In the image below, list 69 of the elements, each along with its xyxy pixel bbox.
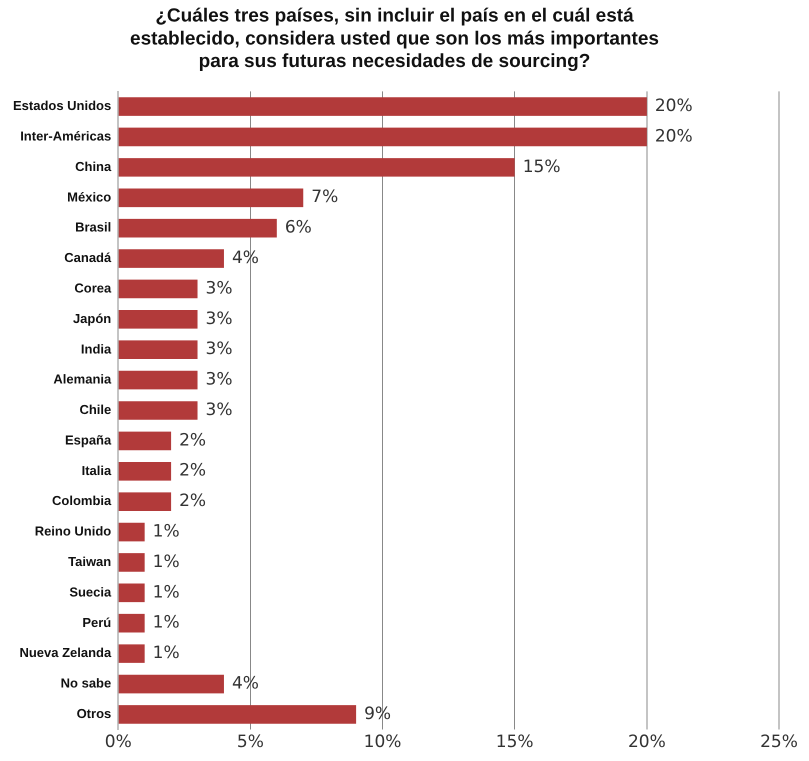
y-tick-label: Canadá [64,250,112,266]
data-label: 20% [654,96,693,116]
data-label: 1% [152,552,180,572]
x-tick-label: 25% [760,732,798,752]
data-label: 2% [179,491,206,512]
bar [118,401,198,420]
bar [118,340,198,360]
data-label: 3% [206,339,233,360]
data-label: 3% [206,278,233,298]
bar [118,492,172,511]
bar [118,462,172,481]
data-label: 1% [152,643,180,664]
x-tick-label: 0% [104,732,132,752]
y-tick-label: Japón [72,310,112,326]
bar [118,522,145,542]
data-label: 7% [311,187,338,208]
bar [118,249,224,268]
data-label: 1% [152,582,180,602]
y-tick-label: Taiwan [68,554,112,570]
bar [118,218,277,238]
bar [118,128,647,146]
bar [118,674,224,694]
data-label: 3% [206,400,233,420]
data-label: 15% [522,156,560,177]
data-label: 3% [206,308,233,329]
y-tick-label: No sabe [60,676,112,691]
data-label: 1% [152,612,180,633]
data-label: 20% [654,126,693,146]
y-tick-label: India [80,341,112,356]
bar [118,644,145,663]
bar [118,280,198,298]
y-tick-label: Otros [76,706,112,721]
bar [118,158,515,177]
x-tick-label: 20% [628,732,666,752]
y-tick-label: Chile [79,402,112,418]
y-tick-label: Colombia [52,493,112,508]
y-tick-label: Inter-Américas [20,128,112,144]
data-label: 2% [179,460,206,481]
data-label: 3% [206,370,233,390]
bar [118,432,172,450]
y-tick-label: España [64,432,112,448]
bar [118,310,198,329]
text: para sus futuras necesidades de sourcing? [198,51,590,72]
y-tick-label: Perú [82,614,112,630]
y-tick-label: Nueva Zelanda [19,645,112,660]
y-tick-label: Alemania [53,372,112,387]
data-label: 6% [284,218,312,238]
text: ¿Cuáles tres países, sin incluir el país en el cuál está [155,6,634,27]
bar [118,705,356,724]
y-tick-label: Italia [82,462,112,478]
y-tick-label: China [75,158,112,174]
bar [118,584,145,602]
y-tick-label: Suecia [69,584,112,600]
x-tick-label: 15% [496,732,534,752]
bar [118,553,145,572]
y-tick-label: Estados Unidos [12,98,112,114]
data-label: 1% [152,521,180,542]
bar [118,188,304,208]
bar [118,97,647,116]
y-tick-label: Brasil [75,220,112,235]
bar [118,614,145,633]
data-label: 2% [179,430,206,450]
y-tick-label: Reino Unido [34,524,112,539]
x-tick-label: 5% [236,732,264,752]
bar [118,370,198,390]
x-tick-label: 10% [364,732,402,752]
y-tick-label: México [67,189,112,204]
text: establecido, considera usted que son los más importantes [130,28,659,50]
y-tick-label: Corea [74,280,112,296]
